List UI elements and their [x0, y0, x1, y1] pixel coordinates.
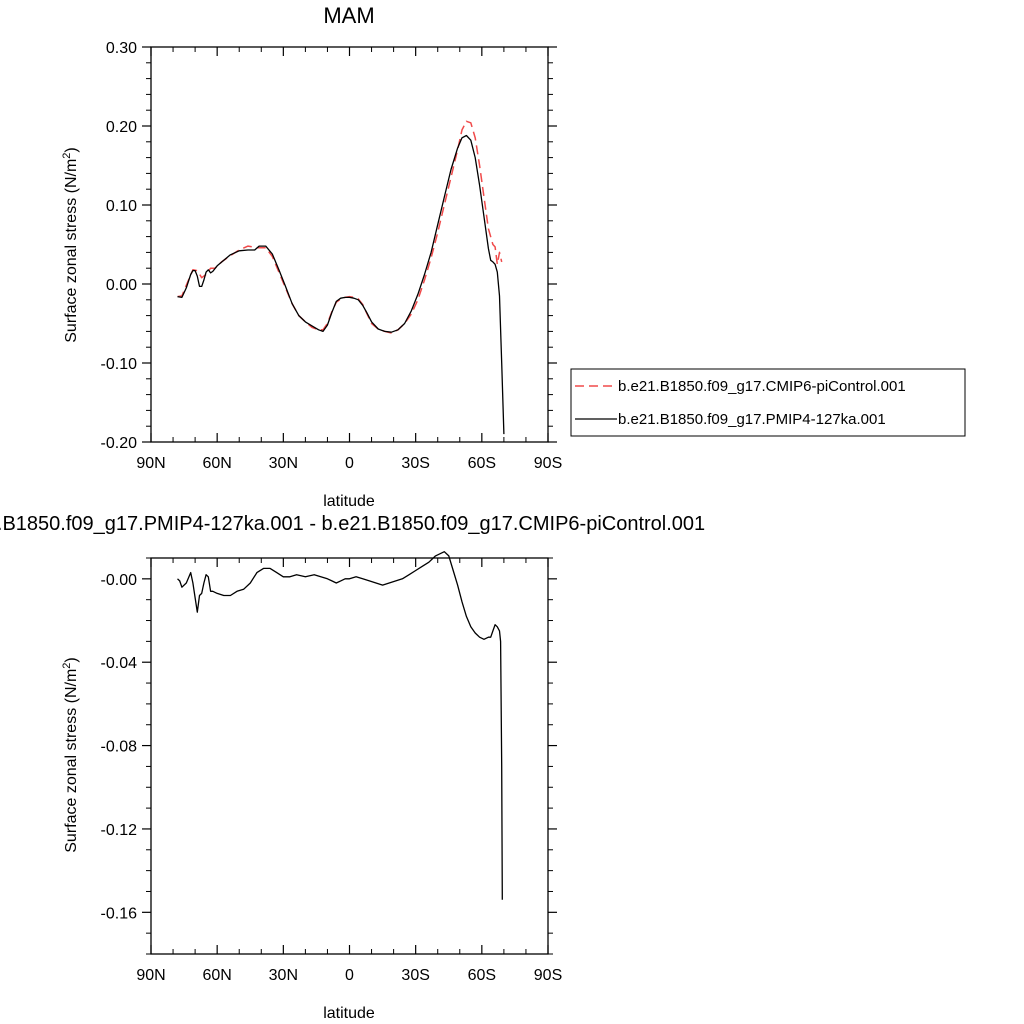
plot-top-title: MAM — [323, 3, 374, 28]
y-tick-label: -0.20 — [101, 435, 138, 452]
x-tick-label: 0 — [345, 455, 354, 472]
plot-bottom-frame — [150, 557, 549, 955]
plot-top-ylabel: Surface zonal stress (N/m2) — [61, 147, 80, 343]
x-tick-label: 30N — [269, 455, 298, 472]
x-tick-label: 0 — [345, 967, 354, 984]
legend-label-pmip4: b.e21.B1850.f09_g17.PMIP4-127ka.001 — [618, 411, 886, 428]
x-tick-label: 90S — [534, 967, 562, 984]
plot-bottom-series — [177, 551, 503, 900]
y-tick-label: -0.10 — [101, 356, 138, 373]
plot-top-series-line-2 — [177, 134, 505, 435]
y-tick-label: 0.30 — [106, 40, 137, 57]
x-tick-label: 60N — [202, 967, 231, 984]
plot-top-xlabel: latitude — [323, 493, 375, 510]
x-tick-label: 30S — [401, 967, 429, 984]
plot-bottom-ylabel-close: ) — [63, 657, 80, 662]
plot-bottom: b.e21.B1850.f09_g17.PMIP4-127ka.001 - b.… — [0, 513, 705, 1022]
y-tick-label: 0.00 — [106, 277, 137, 294]
y-tick-label: -0.04 — [101, 655, 138, 672]
legend-box — [570, 368, 966, 437]
x-tick-label: 30S — [401, 455, 429, 472]
plot-top-ylabel-close: ) — [63, 147, 80, 152]
x-tick-label: 90N — [136, 455, 165, 472]
plot-top: MAM 90N 60N 30N 0 30S 60S 90S -0.20 -0.10 0.00 0.1… — [61, 3, 562, 510]
plot-top-series — [177, 120, 505, 435]
plot-bottom-series-line-1 — [177, 551, 503, 900]
x-tick-label: 60N — [202, 455, 231, 472]
legend: b.e21.B1850.f09_g17.CMIP6-piControl.001 … — [570, 368, 966, 437]
plot-top-series-line-1 — [177, 120, 503, 334]
x-tick-label: 60S — [468, 455, 496, 472]
plot-top-ticks: 90N 60N 30N 0 30S 60S 90S -0.20 -0.10 0.00 0.10 0.2… — [101, 40, 563, 472]
y-tick-label: -0.16 — [101, 905, 138, 922]
y-tick-label: -0.00 — [101, 572, 138, 589]
plot-bottom-ylabel-sup: 2 — [61, 663, 73, 669]
plot-bottom-ylabel-main: Surface zonal stress (N/m — [63, 669, 80, 853]
plot-bottom-ticks: 90N 60N 30N 0 30S 60S 90S -0.16 -0.12 -0.08 -0.04 -… — [101, 557, 562, 984]
legend-label-control: b.e21.B1850.f09_g17.CMIP6-piControl.001 — [618, 378, 906, 395]
y-tick-label: 0.20 — [106, 119, 137, 136]
x-tick-label: 90S — [534, 455, 562, 472]
plot-top-ylabel-main: Surface zonal stress (N/m — [63, 159, 80, 343]
plot-bottom-title: b.e21.B1850.f09_g17.PMIP4-127ka.001 - b.… — [0, 513, 705, 535]
y-tick-label: 0.10 — [106, 198, 137, 215]
plot-bottom-ylabel: Surface zonal stress (N/m2) — [61, 657, 80, 853]
plot-top-ylabel-sup: 2 — [61, 153, 73, 159]
plot-bottom-xlabel: latitude — [323, 1005, 375, 1022]
y-tick-label: -0.08 — [101, 739, 138, 756]
y-tick-label: -0.12 — [101, 822, 138, 839]
x-tick-label: 90N — [136, 967, 165, 984]
x-tick-label: 60S — [468, 967, 496, 984]
x-tick-label: 30N — [269, 967, 298, 984]
